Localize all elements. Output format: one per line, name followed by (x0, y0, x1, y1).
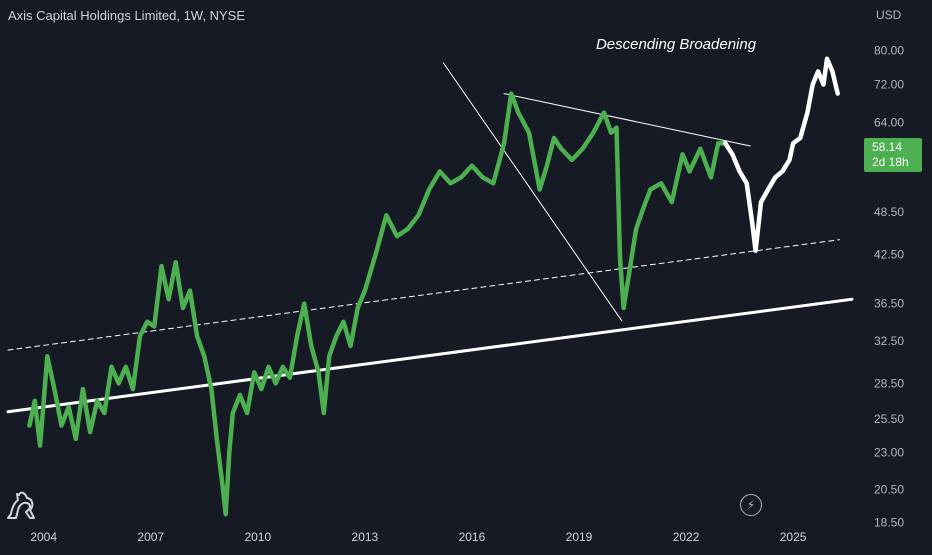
y-tick-label-25.50: 25.50 (874, 412, 904, 426)
trendline-solid-3 (503, 93, 751, 147)
y-tick-label-48.50: 48.50 (874, 205, 904, 219)
current-price-value: 58.14 (872, 140, 903, 154)
price-series-line-0 (27, 91, 728, 517)
x-tick-label-2019: 2019 (566, 530, 593, 544)
current-price-tag: 58.14 2d 18h (864, 138, 922, 172)
lightning-glyph: ⚡ (746, 498, 756, 512)
x-tick-label-2007: 2007 (137, 530, 164, 544)
x-tick-label-2013: 2013 (352, 530, 379, 544)
tradingview-logo-icon (6, 488, 36, 522)
y-tick-label-28.50: 28.50 (874, 376, 904, 390)
bar-countdown: 2d 18h (872, 155, 909, 169)
y-tick-label-80.00: 80.00 (874, 44, 904, 58)
y-tick-label-20.50: 20.50 (874, 483, 904, 497)
y-tick-label-64.00: 64.00 (874, 116, 904, 130)
y-tick-label-18.50: 18.50 (874, 516, 904, 530)
x-tick-label-2025: 2025 (780, 530, 807, 544)
x-tick-label-2022: 2022 (673, 530, 700, 544)
trendline-solid-0 (6, 297, 854, 414)
price-series-line-1 (723, 56, 840, 254)
trendline-dashed-1 (7, 239, 841, 351)
y-tick-label-42.50: 42.50 (874, 248, 904, 262)
x-tick-label-2016: 2016 (459, 530, 486, 544)
y-tick-label-72.00: 72.00 (874, 78, 904, 92)
trendline-solid-2 (442, 62, 623, 322)
lightning-icon[interactable]: ⚡ (740, 494, 762, 516)
x-tick-label-2010: 2010 (244, 530, 271, 544)
y-tick-label-32.50: 32.50 (874, 334, 904, 348)
x-tick-label-2004: 2004 (30, 530, 57, 544)
pattern-annotation: Descending Broadening (596, 36, 757, 53)
chart-title: Axis Capital Holdings Limited, 1W, NYSE (8, 8, 245, 23)
y-tick-label-36.50: 36.50 (874, 297, 904, 311)
currency-unit-label: USD (876, 8, 902, 22)
y-tick-label-23.00: 23.00 (874, 446, 904, 460)
